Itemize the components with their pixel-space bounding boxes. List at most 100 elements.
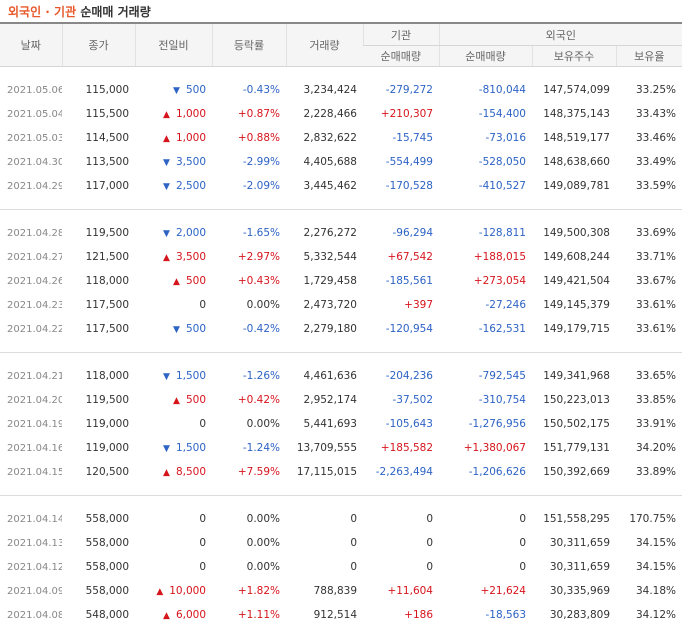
rate-cell: -0.42%	[212, 317, 286, 341]
change-cell: ▲1,000	[135, 102, 212, 126]
foreign-net-cell: -73,016	[439, 126, 532, 150]
change-value: 0	[199, 513, 206, 525]
change-cell: ▲500	[135, 269, 212, 293]
foreign-net-cell: -792,545	[439, 364, 532, 388]
change-cell: ▲1,000	[135, 126, 212, 150]
change-value: 0	[199, 561, 206, 573]
change-cell: 0	[135, 507, 212, 531]
change-value: 0	[199, 537, 206, 549]
change-cell: ▲6,000	[135, 603, 212, 627]
rate-cell: 0.00%	[212, 293, 286, 317]
group-spacer	[0, 353, 682, 364]
close-price-cell: 119,500	[62, 388, 135, 412]
down-arrow-icon: ▼	[163, 158, 170, 168]
foreign-ratio-cell: 33.65%	[616, 364, 682, 388]
rate-cell: -1.65%	[212, 221, 286, 245]
volume-cell: 13,709,555	[286, 436, 363, 460]
date-cell: 2021.04.21	[0, 364, 62, 388]
foreign-net-cell: -410,527	[439, 174, 532, 198]
rate-cell: +1.82%	[212, 579, 286, 603]
institution-net-cell: -204,236	[363, 364, 439, 388]
foreign-ratio-cell: 33.71%	[616, 245, 682, 269]
spacer-cell	[0, 198, 682, 210]
date-cell: 2021.04.19	[0, 412, 62, 436]
header-foreign-shares: 보유주수	[532, 46, 616, 67]
foreign-shares-cell: 150,223,013	[532, 388, 616, 412]
foreign-net-cell: 0	[439, 531, 532, 555]
group-spacer	[0, 210, 682, 221]
rate-cell: 0.00%	[212, 507, 286, 531]
spacer-cell	[0, 353, 682, 364]
foreign-shares-cell: 149,500,308	[532, 221, 616, 245]
rate-cell: -1.24%	[212, 436, 286, 460]
foreign-ratio-cell: 33.43%	[616, 102, 682, 126]
change-cell: ▼500	[135, 317, 212, 341]
header-date: 날짜	[0, 24, 62, 67]
close-price-cell: 119,000	[62, 412, 135, 436]
change-value: 0	[199, 299, 206, 311]
change-value: 1,000	[176, 108, 206, 120]
volume-cell: 0	[286, 555, 363, 579]
foreign-net-cell: +273,054	[439, 269, 532, 293]
institution-net-cell: -105,643	[363, 412, 439, 436]
down-arrow-icon: ▼	[163, 182, 170, 192]
title-net-volume: 순매매 거래량	[80, 5, 150, 19]
header-change: 전일비	[135, 24, 212, 67]
change-cell: ▲8,500	[135, 460, 212, 484]
close-price-cell: 119,000	[62, 436, 135, 460]
close-price-cell: 121,500	[62, 245, 135, 269]
close-price-cell: 117,000	[62, 174, 135, 198]
foreign-net-cell: +1,380,067	[439, 436, 532, 460]
date-cell: 2021.04.08	[0, 603, 62, 627]
group-spacer	[0, 484, 682, 496]
change-value: 1,500	[176, 370, 206, 382]
change-value: 10,000	[169, 585, 206, 597]
change-cell: ▲10,000	[135, 579, 212, 603]
date-cell: 2021.04.23	[0, 293, 62, 317]
foreign-shares-cell: 150,502,175	[532, 412, 616, 436]
institution-net-cell: +210,307	[363, 102, 439, 126]
foreign-ratio-cell: 33.49%	[616, 150, 682, 174]
rate-cell: -2.99%	[212, 150, 286, 174]
change-cell: 0	[135, 555, 212, 579]
date-cell: 2021.04.22	[0, 317, 62, 341]
foreign-shares-cell: 30,335,969	[532, 579, 616, 603]
foreign-shares-cell: 147,574,099	[532, 78, 616, 102]
volume-cell: 3,445,462	[286, 174, 363, 198]
group-spacer	[0, 198, 682, 210]
institution-net-cell: -15,745	[363, 126, 439, 150]
institution-net-cell: -120,954	[363, 317, 439, 341]
change-value: 6,000	[176, 609, 206, 621]
foreign-net-cell: -310,754	[439, 388, 532, 412]
title-foreign-institution: 외국인 · 기관	[8, 5, 76, 19]
change-value: 2,500	[176, 180, 206, 192]
change-cell: ▼ 2,500	[135, 174, 212, 198]
foreign-shares-cell: 148,375,143	[532, 102, 616, 126]
rate-cell: 0.00%	[212, 531, 286, 555]
volume-cell: 2,832,622	[286, 126, 363, 150]
spacer-cell	[0, 496, 682, 507]
group-spacer	[0, 341, 682, 353]
change-cell: ▼1,500	[135, 364, 212, 388]
change-cell: ▲500	[135, 388, 212, 412]
change-value: 3,500	[176, 251, 206, 263]
change-value: 500	[186, 275, 206, 287]
institution-net-cell: 0	[363, 507, 439, 531]
change-value: 500	[186, 84, 206, 96]
date-cell: 2021.05.03	[0, 126, 62, 150]
spacer-cell	[0, 627, 682, 638]
date-cell: 2021.05.06	[0, 78, 62, 102]
rate-cell: +1.11%	[212, 603, 286, 627]
foreign-shares-cell: 148,638,660	[532, 150, 616, 174]
foreign-shares-cell: 149,421,504	[532, 269, 616, 293]
change-cell: ▼1,500	[135, 436, 212, 460]
